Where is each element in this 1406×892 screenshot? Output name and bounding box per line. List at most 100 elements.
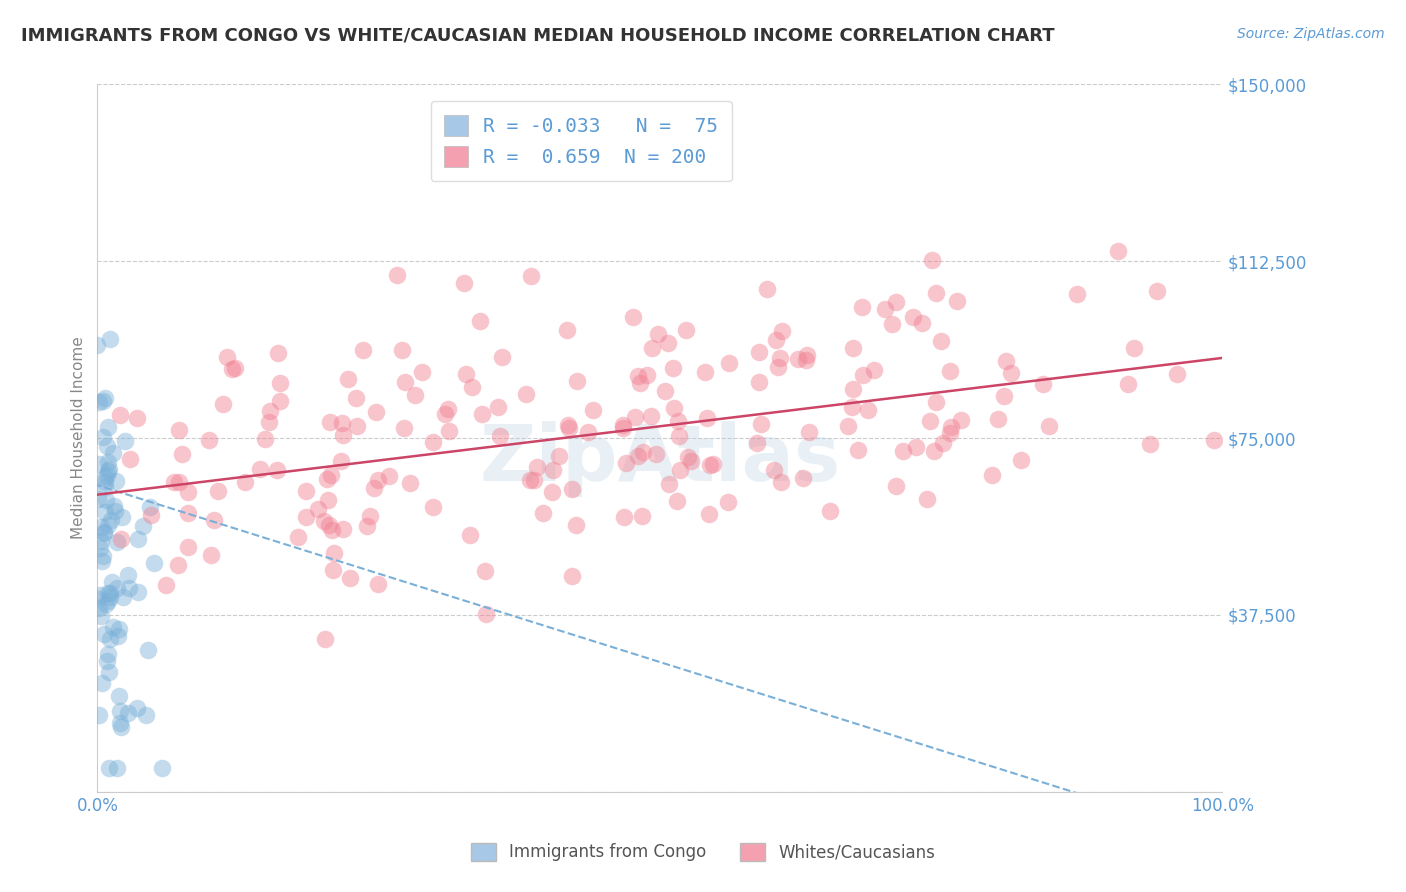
Point xyxy=(96,654,118,668)
Point xyxy=(540,485,562,500)
Point xyxy=(107,629,129,643)
Point xyxy=(197,433,219,447)
Point xyxy=(918,414,941,428)
Point xyxy=(105,474,128,488)
Text: ZipAtlas: ZipAtlas xyxy=(479,421,841,497)
Point xyxy=(945,294,967,309)
Point xyxy=(339,571,361,585)
Point xyxy=(468,314,491,328)
Point xyxy=(94,505,117,519)
Point xyxy=(93,480,115,494)
Point xyxy=(398,475,420,490)
Point xyxy=(474,564,496,578)
Point xyxy=(922,443,945,458)
Point xyxy=(565,374,588,388)
Point xyxy=(215,350,238,364)
Point xyxy=(96,439,118,453)
Point xyxy=(257,415,280,429)
Point xyxy=(666,493,689,508)
Point xyxy=(557,323,579,337)
Point xyxy=(315,472,337,486)
Point xyxy=(136,643,159,657)
Point xyxy=(91,549,114,564)
Point xyxy=(87,708,110,723)
Point xyxy=(980,468,1002,483)
Point xyxy=(837,418,859,433)
Point xyxy=(125,411,148,425)
Point xyxy=(627,368,650,383)
Point xyxy=(565,518,588,533)
Point xyxy=(221,362,243,376)
Legend: R = -0.033   N =  75, R =  0.659  N = 200: R = -0.033 N = 75, R = 0.659 N = 200 xyxy=(430,101,731,180)
Point xyxy=(87,457,110,471)
Point xyxy=(717,495,740,509)
Point xyxy=(434,407,457,421)
Point xyxy=(1032,376,1054,391)
Point xyxy=(475,607,498,621)
Point xyxy=(97,517,120,532)
Point xyxy=(107,622,129,636)
Point xyxy=(766,359,789,374)
Point xyxy=(98,665,121,679)
Point xyxy=(352,343,374,358)
Point xyxy=(344,391,367,405)
Point xyxy=(176,540,198,554)
Point xyxy=(200,548,222,562)
Point xyxy=(471,408,494,422)
Point xyxy=(1122,341,1144,355)
Point xyxy=(631,509,654,524)
Point xyxy=(1204,433,1226,447)
Point xyxy=(97,761,120,775)
Point xyxy=(117,567,139,582)
Point xyxy=(612,417,634,432)
Point xyxy=(394,375,416,389)
Point xyxy=(769,475,792,489)
Point xyxy=(796,348,818,362)
Point xyxy=(669,463,692,477)
Point xyxy=(846,443,869,458)
Point xyxy=(118,581,141,595)
Point xyxy=(662,360,685,375)
Point xyxy=(437,401,460,416)
Point xyxy=(491,350,513,364)
Point xyxy=(93,524,115,539)
Point xyxy=(454,368,477,382)
Point xyxy=(696,411,718,425)
Point xyxy=(658,476,681,491)
Y-axis label: Median Household Income: Median Household Income xyxy=(72,336,86,540)
Point xyxy=(91,430,114,444)
Point xyxy=(901,310,924,325)
Point xyxy=(307,502,329,516)
Point xyxy=(100,574,122,589)
Point xyxy=(768,351,790,365)
Point xyxy=(91,394,114,409)
Point xyxy=(631,445,654,459)
Point xyxy=(765,333,787,347)
Point xyxy=(155,578,177,592)
Point xyxy=(108,689,131,703)
Point xyxy=(142,557,165,571)
Point xyxy=(404,388,426,402)
Point xyxy=(207,483,229,498)
Point xyxy=(90,676,112,690)
Point xyxy=(97,420,120,434)
Point xyxy=(523,473,546,487)
Point xyxy=(755,282,778,296)
Point xyxy=(363,481,385,495)
Point xyxy=(668,429,690,443)
Point xyxy=(94,471,117,485)
Point xyxy=(852,368,875,382)
Point xyxy=(925,286,948,301)
Point xyxy=(107,581,129,595)
Point xyxy=(547,449,569,463)
Point xyxy=(101,446,124,460)
Point xyxy=(873,301,896,316)
Point xyxy=(367,473,389,487)
Point xyxy=(332,522,354,536)
Point xyxy=(97,593,120,607)
Point xyxy=(127,533,149,547)
Point xyxy=(422,435,444,450)
Point xyxy=(385,268,408,282)
Point xyxy=(97,586,120,600)
Point xyxy=(676,450,699,465)
